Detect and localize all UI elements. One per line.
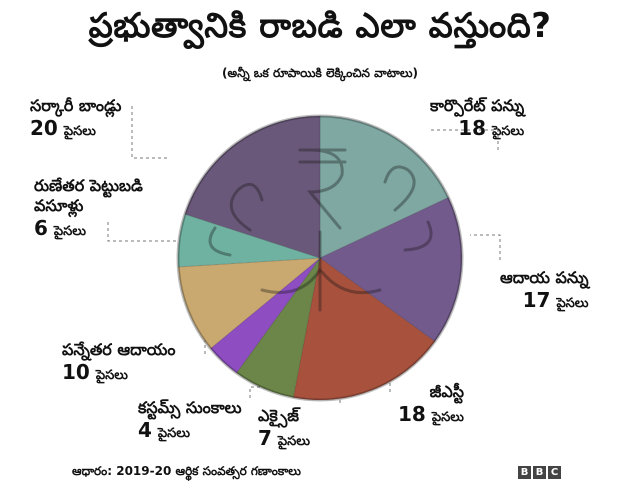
bonds-value: 20: [30, 116, 58, 140]
label-non-tax-revenue: పన్నేతర ఆదాయం 10 పైసలు: [62, 340, 175, 385]
label-corporate-tax: కార్పొరేట్ పన్ను 18 పైసలు: [430, 96, 524, 141]
customs-name: కస్టమ్స్ సుంకాలు: [138, 398, 242, 417]
income-tax-name: ఆదాయ పన్ను: [500, 268, 589, 287]
pie-slice-4: [209, 257, 321, 374]
bonds-name: సర్కారీ బాండ్లు: [30, 96, 122, 115]
excise-name: ఎక్సైజ్: [258, 406, 299, 425]
income-tax-unit: పైసలు: [556, 296, 589, 311]
label-government-bonds: సర్కారీ బాండ్లు 20 పైసలు: [30, 96, 121, 141]
pie-slices: [177, 115, 463, 401]
leader-bonds: [131, 106, 168, 159]
excise-unit: పైసలు: [277, 434, 311, 449]
logo-letter: B: [533, 466, 546, 479]
non-tax-value: 10: [62, 360, 90, 384]
customs-value: 4: [138, 418, 152, 442]
leaf-swirl: [260, 268, 382, 295]
pie-slice-5: [177, 257, 322, 350]
pie-slice-6: [177, 213, 321, 268]
logo-letter: C: [548, 466, 561, 479]
chart-title: ప్రభుత్వానికి రాబడి ఎలా వస్తుంది?: [88, 6, 552, 46]
non-tax-unit: పైసలు: [95, 368, 128, 383]
leader-nondebt: [107, 222, 200, 242]
label-income-tax: ఆదాయ పన్ను 17 పైసలు: [500, 268, 589, 313]
flower-left: [208, 182, 264, 257]
label-gst: జీఎస్టీ 18 పైసలు: [398, 382, 464, 427]
leader-customs: [249, 386, 265, 398]
label-excise: ఎక్సైజ్ 7 పైసలు: [258, 406, 310, 451]
coin-engraving: [208, 148, 433, 312]
non-debt-name-line2: వసూళ్లు: [34, 196, 84, 215]
gst-value: 18: [398, 402, 426, 426]
non-debt-name-line1: రుణేతర పెట్టుబడి: [34, 176, 143, 195]
logo-letter: B: [518, 466, 531, 479]
gst-unit: పైసలు: [431, 410, 464, 425]
bbc-logo: B B C: [518, 466, 561, 479]
coin-rim: [176, 114, 464, 402]
source-note: ఆధారం: 2019-20 ఆర్థిక సంవత్సర గణాంకాలు: [72, 464, 301, 478]
label-customs: కస్టమ్స్ సుంకాలు 4 పైసలు: [138, 398, 242, 443]
leader-income: [470, 234, 501, 260]
gst-name: జీఎస్టీ: [429, 382, 464, 401]
label-non-debt-receipts: రుణేతర పెట్టుబడి వసూళ్లు 6 పైసలు: [34, 176, 143, 241]
corporate-tax-unit: పైసలు: [492, 124, 525, 139]
pie-slice-0: [319, 115, 450, 259]
income-tax-value: 17: [522, 288, 551, 312]
pie-slice-2: [292, 257, 436, 401]
customs-unit: పైసలు: [157, 426, 191, 441]
bonds-unit: పైసలు: [63, 124, 96, 139]
corporate-tax-value: 18: [458, 116, 487, 140]
pie-slice-3: [235, 257, 321, 399]
corporate-tax-name: కార్పొరేట్ పన్ను: [430, 96, 525, 115]
non-tax-name: పన్నేతర ఆదాయం: [62, 340, 176, 359]
non-debt-value: 6: [34, 216, 48, 240]
pie-slice-1: [319, 196, 463, 343]
excise-value: 7: [258, 426, 272, 450]
chart-subtitle: (అన్నీ ఒక రూపాయికి లెక్కించిన వాటాలు): [222, 66, 418, 80]
non-debt-unit: పైసలు: [53, 224, 87, 239]
pie-slice-7: [184, 115, 321, 259]
leader-corporate: [430, 129, 499, 150]
flower-right: [383, 165, 433, 252]
rupee-symbol: [298, 148, 347, 230]
